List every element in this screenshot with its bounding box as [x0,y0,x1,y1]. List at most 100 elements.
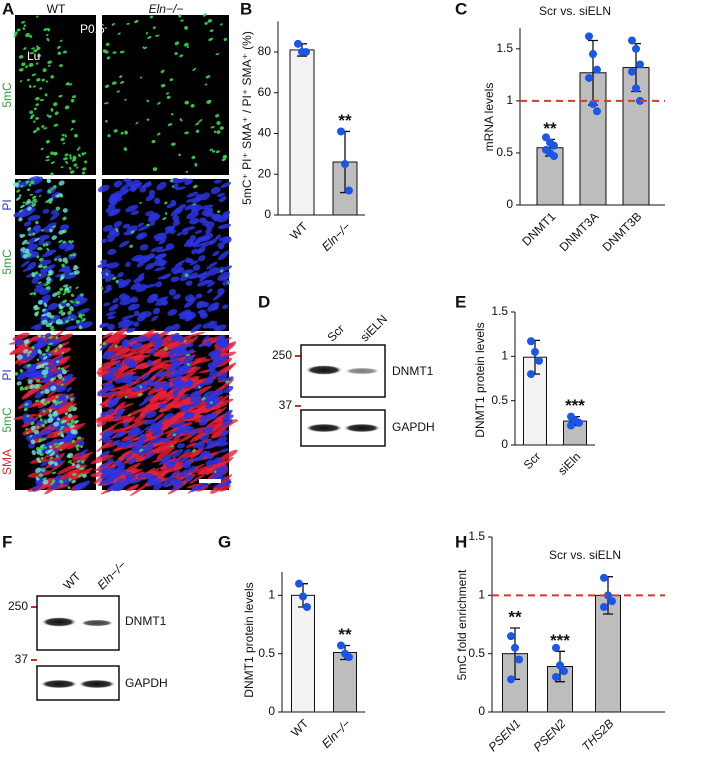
cell [50,385,57,391]
cell [15,338,24,346]
cell [108,304,119,312]
cell [209,370,219,378]
cell [37,234,50,241]
cell [179,118,183,122]
cell [50,187,54,191]
cell [19,79,23,83]
cell [168,449,179,457]
cell [175,186,186,191]
cell [42,265,48,269]
cell [107,349,124,360]
cell [207,267,219,276]
y-tick-label: 0 [264,207,271,221]
cell [146,118,150,121]
cell [198,255,206,262]
cell [115,361,123,369]
cell [171,482,184,491]
cell [204,379,214,386]
cell [133,321,140,327]
cell [118,279,132,286]
cell [210,126,215,129]
cell [54,404,61,410]
cell [99,342,110,351]
data-point [303,603,311,611]
cell [124,395,128,399]
cell [123,178,130,182]
cell [103,102,109,105]
cell [26,363,32,368]
cell [213,457,223,464]
cell [37,334,41,338]
cell [48,197,54,202]
cell [19,209,24,213]
cell [76,447,80,451]
cell [50,212,60,221]
cell [78,454,88,462]
cell [74,133,78,138]
cell [177,370,197,384]
cell [209,237,218,246]
cell [160,83,166,88]
cell [149,293,158,299]
cell [168,289,177,296]
cell [76,481,88,487]
cell [150,437,164,444]
cell [21,62,26,67]
cell [164,473,177,483]
cell [102,384,115,392]
cell [76,436,82,440]
y-axis-label: DNMT1 protein levels [242,582,256,697]
cell [24,344,28,347]
cell [36,246,42,250]
x-tick-label: PSEN1 [486,716,524,754]
cell [9,345,26,356]
cell [61,133,65,137]
cell [223,37,228,42]
cell [128,303,140,311]
cell [48,330,64,343]
cell [22,353,36,361]
cell [173,369,181,375]
cell [225,380,230,384]
cell [33,107,37,111]
cell [29,110,34,114]
cell [69,254,73,257]
cell [160,69,165,74]
scale-bar [199,479,221,483]
chart-title: Scr vs. siELN [549,548,621,562]
cell [114,368,136,382]
cell [22,253,28,259]
cell [171,185,175,188]
cell [222,265,233,271]
cell [213,414,226,424]
cell [191,155,196,160]
cell [75,444,80,448]
cell [123,478,132,484]
cell [46,139,50,144]
cell [27,188,30,192]
cell [218,448,230,453]
cell [47,189,52,194]
cell [32,85,37,88]
cell [172,401,193,408]
cell [58,441,64,446]
cell [165,212,168,215]
cell [224,480,232,486]
cell [32,176,44,185]
cell [184,178,193,186]
data-point [600,573,608,582]
cell [155,34,160,37]
data-point [345,186,353,195]
panel-letter: C [455,0,467,18]
data-point [593,65,601,74]
cell [217,241,226,247]
cell [22,27,25,31]
cell [216,130,221,134]
y-tick-label: 0.5 [496,145,513,159]
cell [193,184,198,189]
cell [62,142,66,145]
cell [115,378,123,384]
cell [178,364,192,372]
cell [40,358,53,364]
data-point [585,73,593,82]
